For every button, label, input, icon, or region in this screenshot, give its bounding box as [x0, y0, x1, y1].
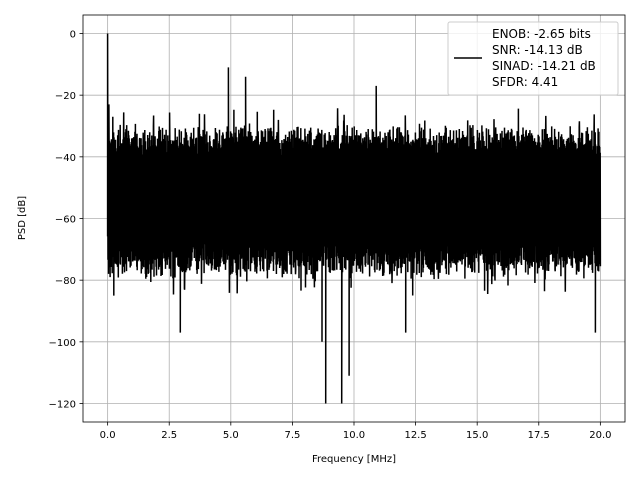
x-tick-label: 2.5	[161, 430, 177, 441]
x-tick-label: 10.0	[343, 430, 365, 441]
x-tick-label: 17.5	[528, 430, 550, 441]
x-axis: 0.0 2.5 5.0 7.5 10.0 12.5 15.0 17.5 20.0	[100, 422, 611, 441]
legend: ENOB: -2.65 bits SNR: -14.13 dB SINAD: -…	[447, 21, 619, 96]
y-tick-label: −80	[55, 276, 76, 287]
psd-line	[106, 33, 602, 404]
y-tick-label: −100	[49, 338, 76, 349]
y-tick-label: −120	[49, 400, 76, 411]
x-tick-label: 20.0	[589, 430, 611, 441]
legend-sfdr: SFDR: 4.41	[492, 75, 558, 89]
legend-sinad: SINAD: -14.21 dB	[492, 59, 596, 73]
y-tick-label: −40	[55, 153, 76, 164]
psd-trace	[106, 33, 602, 404]
y-tick-label: −60	[55, 215, 76, 226]
x-axis-label: Frequency [MHz]	[312, 454, 396, 465]
x-tick-label: 7.5	[284, 430, 300, 441]
y-axis-label: PSD [dB]	[17, 196, 28, 240]
x-tick-label: 5.0	[223, 430, 239, 441]
y-tick-label: −20	[55, 91, 76, 102]
y-tick-label: 0	[70, 30, 76, 41]
x-tick-label: 15.0	[466, 430, 488, 441]
x-tick-label: 0.0	[100, 430, 116, 441]
y-axis: 0 −20 −40 −60 −80 −100 −120	[49, 30, 83, 411]
legend-snr: SNR: -14.13 dB	[492, 43, 583, 57]
x-tick-label: 12.5	[404, 430, 426, 441]
legend-box	[447, 21, 619, 96]
legend-enob: ENOB: -2.65 bits	[492, 27, 591, 41]
